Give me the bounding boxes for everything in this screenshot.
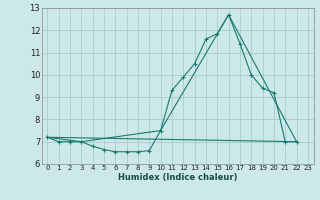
X-axis label: Humidex (Indice chaleur): Humidex (Indice chaleur) xyxy=(118,173,237,182)
